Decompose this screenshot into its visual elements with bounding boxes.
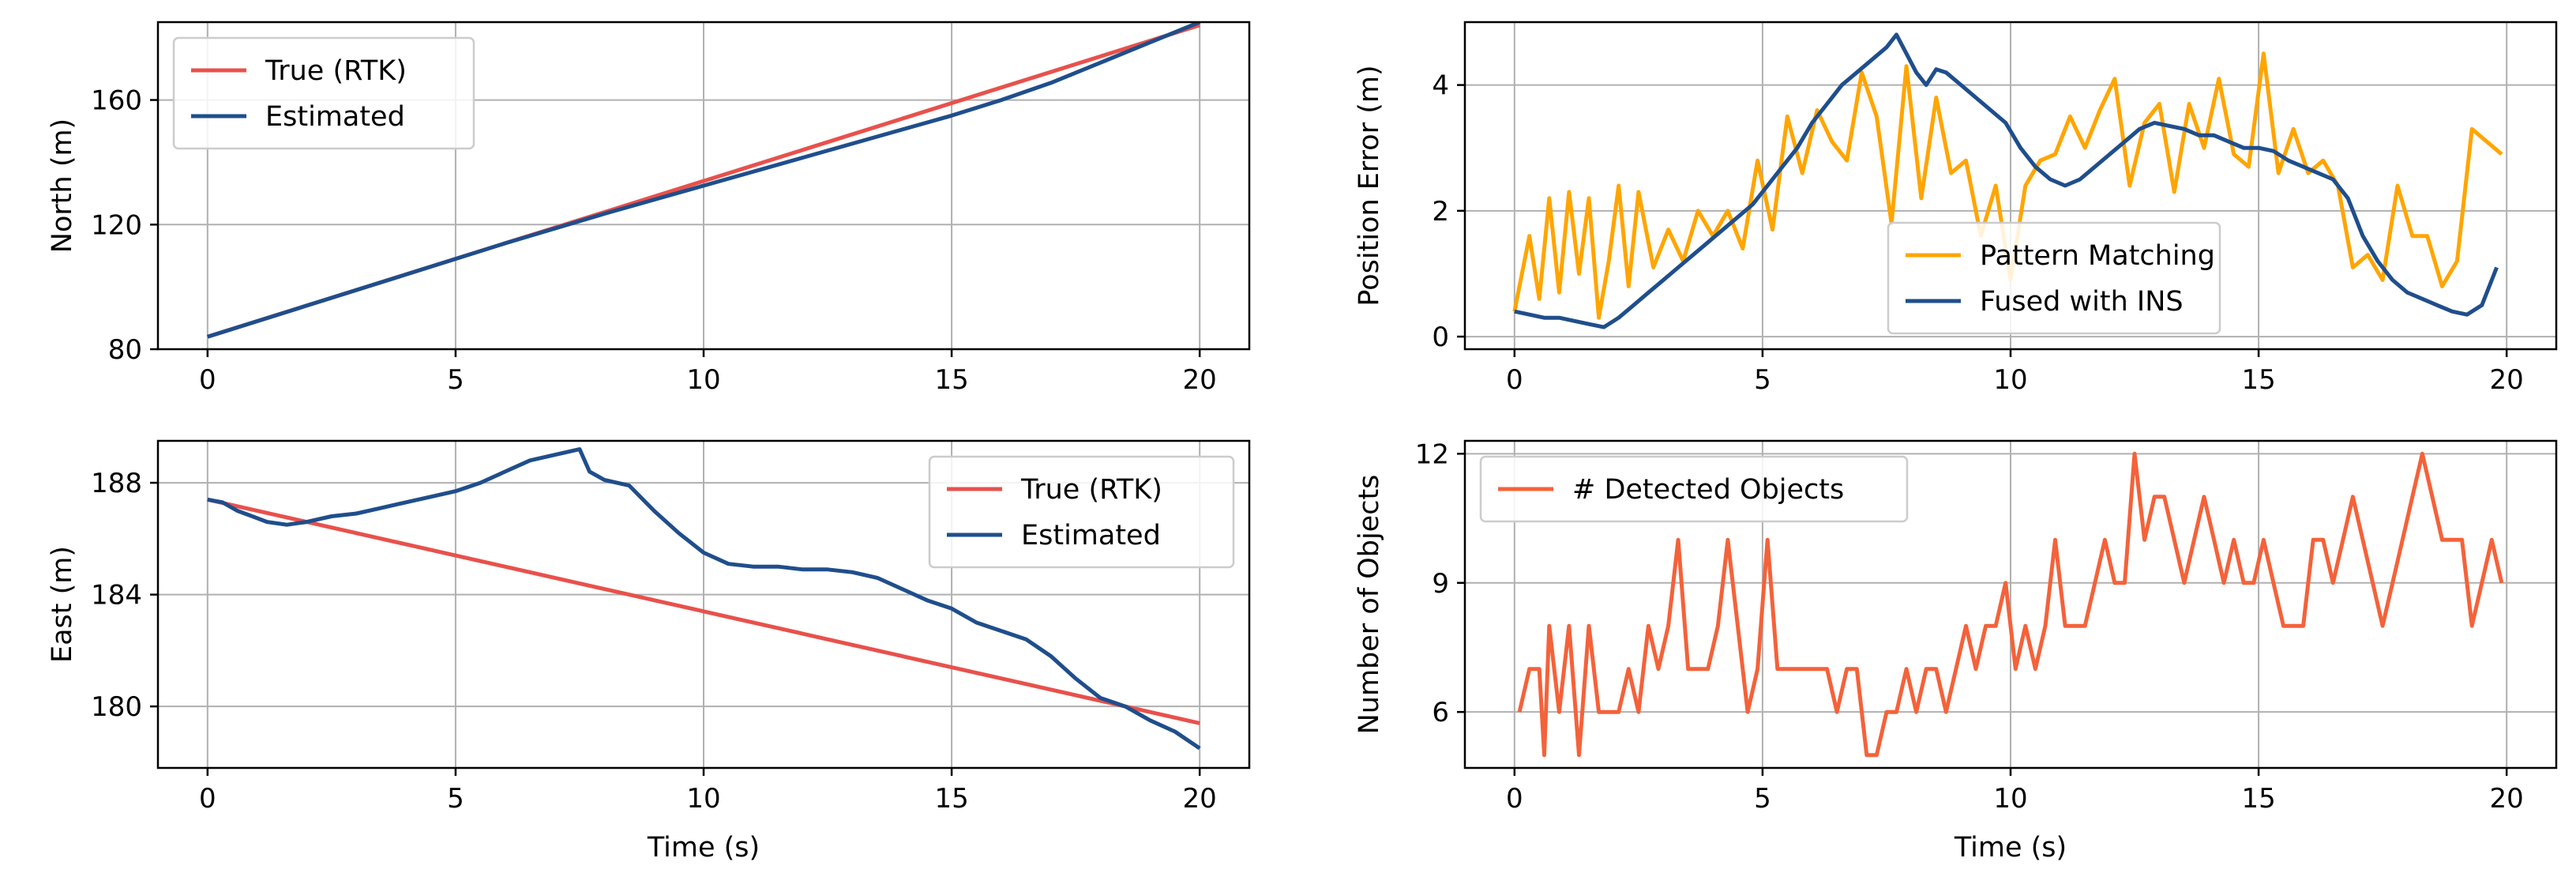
x-tick-label: 5 [447, 364, 464, 396]
y-axis-label: Number of Objects [1354, 475, 1385, 735]
series-line-detected-objects [1517, 451, 2504, 758]
y-tick-label: 12 [1415, 438, 1449, 470]
x-tick-label: 15 [934, 364, 968, 396]
x-tick-label: 20 [1183, 783, 1217, 815]
x-tick-label: 20 [2490, 364, 2524, 396]
subplot-error: 0 5 10 15 20 0 2 4 Position Error (m) Pattern Mat… [1354, 21, 2558, 396]
subplot-north: 0 5 10 15 20 80 120 160 North (m) True (RTK) Estim… [47, 21, 1251, 396]
x-axis-label: Time (s) [1954, 832, 2067, 864]
y-tick-label: 184 [91, 580, 142, 611]
legend-box [1887, 221, 2221, 335]
x-axis-label: Time (s) [647, 832, 760, 864]
legend: Pattern Matching Fused with INS [1887, 221, 2221, 335]
y-axis-label: Position Error (m) [1354, 65, 1385, 306]
x-tick-label: 5 [447, 783, 464, 815]
y-tick-label: 160 [91, 85, 142, 117]
x-tick-label: 20 [2490, 783, 2524, 815]
legend-label: Estimated [265, 101, 405, 133]
y-tick-label: 188 [91, 468, 142, 499]
legend-label: True (RTK) [265, 55, 407, 87]
y-tick-label: 9 [1432, 568, 1449, 600]
x-tick-label: 5 [1754, 783, 1771, 815]
y-tick-label: 80 [108, 334, 142, 366]
legend: # Detected Objects [1479, 455, 1909, 523]
legend-label: True (RTK) [1020, 474, 1162, 506]
x-tick-label: 0 [199, 364, 216, 396]
subplot-east: 0 5 10 15 20 180 184 188 East (m) Time (s) True (R… [47, 439, 1251, 864]
y-axis-label: East (m) [47, 546, 78, 663]
legend: True (RTK) Estimated [928, 455, 1235, 569]
legend-label: Estimated [1021, 520, 1161, 551]
y-tick-label: 0 [1432, 322, 1449, 353]
legend-box [1479, 455, 1909, 523]
x-tick-label: 0 [199, 783, 216, 815]
legend-box [172, 36, 475, 150]
y-tick-label: 180 [91, 691, 142, 723]
y-tick-label: 2 [1432, 196, 1449, 228]
x-tick-label: 10 [686, 364, 720, 396]
y-axis-label: North (m) [47, 119, 78, 253]
x-tick-label: 20 [1183, 364, 1217, 396]
x-tick-label: 15 [2241, 364, 2275, 396]
series-line-estimated [207, 22, 1201, 339]
series-line-true-rtk [207, 497, 1200, 725]
x-tick-label: 5 [1754, 364, 1771, 396]
series-line-fused-with-ins [1514, 32, 2499, 329]
x-tick-label: 15 [2241, 783, 2275, 815]
legend-label: Fused with INS [1980, 286, 2184, 318]
legend-label: Pattern Matching [1980, 240, 2215, 272]
x-tick-label: 0 [1506, 364, 1523, 396]
series-line-estimated [207, 447, 1201, 751]
subplot-objects: 0 5 10 15 20 6 9 12 Number of Objects Time (s) # D… [1354, 438, 2558, 864]
x-tick-label: 10 [686, 783, 720, 815]
x-tick-label: 0 [1506, 783, 1523, 815]
y-tick-label: 120 [91, 209, 142, 241]
y-tick-label: 6 [1432, 697, 1449, 728]
x-tick-label: 10 [1993, 783, 2027, 815]
x-tick-label: 10 [1993, 364, 2027, 396]
legend-box [928, 455, 1235, 569]
x-tick-label: 15 [934, 783, 968, 815]
legend: True (RTK) Estimated [172, 36, 475, 150]
legend-label: # Detected Objects [1572, 474, 1844, 506]
y-tick-label: 4 [1432, 70, 1449, 102]
